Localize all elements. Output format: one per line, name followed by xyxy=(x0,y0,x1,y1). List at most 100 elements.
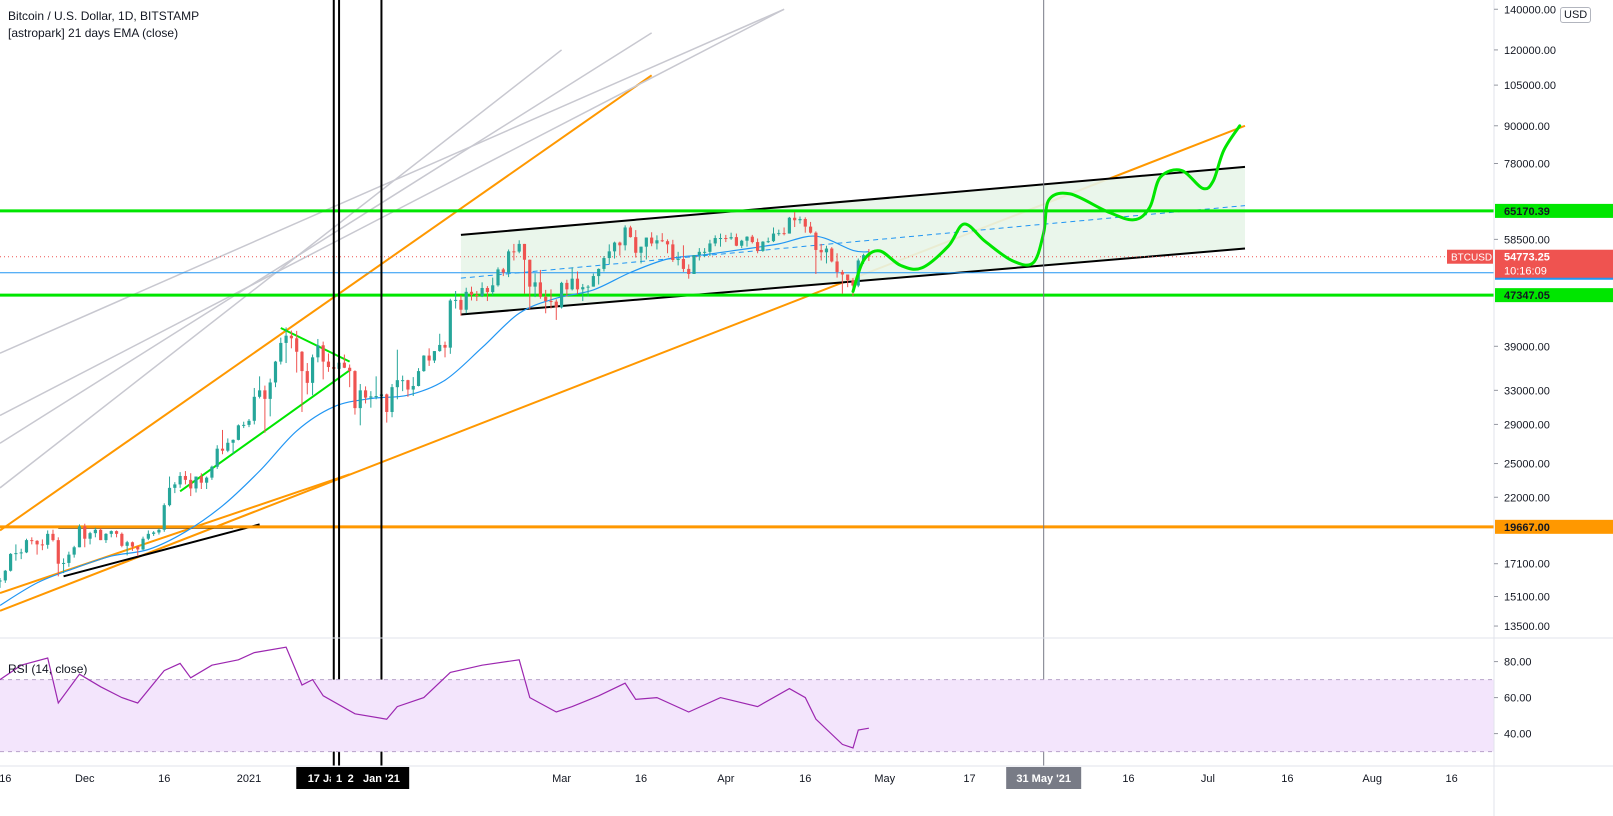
trendline-triangle-bottom xyxy=(63,523,260,578)
candle-body xyxy=(501,269,505,273)
candle-body xyxy=(703,251,707,253)
time-tick-label: 16 xyxy=(799,773,811,785)
rsi-tick-label: 40.00 xyxy=(1504,729,1532,741)
candle-body xyxy=(194,476,198,489)
candle-body xyxy=(819,249,823,253)
candle xyxy=(644,237,648,260)
candle xyxy=(581,283,585,302)
candle xyxy=(279,337,283,365)
candle xyxy=(639,246,643,264)
candle xyxy=(9,553,13,572)
projected-path xyxy=(851,124,1242,293)
candle xyxy=(258,376,262,399)
candle xyxy=(469,286,474,301)
candle xyxy=(3,569,7,583)
rsi-band xyxy=(0,679,1494,752)
candle-body xyxy=(544,296,548,302)
level-label-65170.39: 65170.39 xyxy=(1504,206,1550,218)
candle xyxy=(194,476,198,493)
candle xyxy=(803,217,807,233)
candle-body xyxy=(173,484,177,488)
candle xyxy=(512,243,516,261)
symbol-tag-bg xyxy=(1447,249,1493,264)
rsi-indicator-label[interactable]: RSI (14, close) xyxy=(8,662,88,676)
candle xyxy=(517,240,521,254)
candle-body xyxy=(581,287,585,290)
time-highlight-label: 31 May '21 xyxy=(1016,773,1071,785)
candle-body xyxy=(236,425,240,440)
candle xyxy=(575,271,580,295)
candle xyxy=(136,545,140,557)
candle-body xyxy=(634,237,638,253)
ema-indicator-label[interactable]: [astropark] 21 days EMA (close) xyxy=(8,26,179,40)
candle-body xyxy=(247,420,251,425)
time-tick-label: 16 xyxy=(0,773,11,785)
candle xyxy=(321,341,325,380)
price-pane xyxy=(0,8,1494,612)
candle xyxy=(30,537,34,545)
candle-body xyxy=(205,477,209,483)
candle xyxy=(660,233,664,243)
candle xyxy=(141,536,145,551)
candle xyxy=(830,247,834,263)
candle xyxy=(665,239,670,254)
candle xyxy=(628,225,633,238)
time-tick-label: 2021 xyxy=(237,773,261,785)
candle xyxy=(395,349,399,400)
candle xyxy=(46,530,50,549)
candle-body xyxy=(756,242,760,251)
candle xyxy=(183,471,188,485)
currency-button[interactable]: USD xyxy=(1560,7,1592,23)
candle-body xyxy=(522,243,527,260)
candle-body xyxy=(665,241,670,245)
candle-body xyxy=(533,282,537,287)
candle-body xyxy=(861,255,866,261)
candle-body xyxy=(300,351,304,372)
symbol-title[interactable]: Bitcoin / U.S. Dollar, 1D, BITSTAMP xyxy=(8,9,200,23)
candle-body xyxy=(220,448,225,451)
candle-body xyxy=(125,542,129,546)
candle xyxy=(411,377,415,396)
candle xyxy=(125,540,129,556)
candle xyxy=(226,438,230,453)
candle-body xyxy=(136,546,140,550)
candle-body xyxy=(432,351,437,361)
time-tick-label: 16 xyxy=(158,773,170,785)
candle xyxy=(650,232,654,247)
price-tick-label: 120000.00 xyxy=(1504,45,1556,57)
candle xyxy=(438,333,442,352)
candle-body xyxy=(496,269,500,286)
candle xyxy=(268,378,272,417)
candle-body xyxy=(591,276,595,287)
candle xyxy=(602,256,606,272)
candle xyxy=(247,419,251,428)
candle xyxy=(793,211,797,228)
candle xyxy=(607,244,611,265)
candle xyxy=(205,476,209,490)
price-tick-label: 39000.00 xyxy=(1504,341,1550,353)
candle-body xyxy=(226,442,230,451)
candle-body xyxy=(422,355,426,372)
candle xyxy=(316,338,320,363)
candle-body xyxy=(199,476,203,483)
candle xyxy=(464,287,468,314)
candle xyxy=(501,267,505,277)
candle xyxy=(19,548,23,560)
candle xyxy=(634,230,638,258)
time-tick-label: 16 xyxy=(1122,773,1134,785)
candle-body xyxy=(120,533,124,546)
candle-body xyxy=(671,244,675,260)
candle-body xyxy=(258,390,262,397)
level-label-65170.39-bg xyxy=(1495,203,1613,218)
candle-body xyxy=(771,233,776,242)
candle-body xyxy=(289,335,293,339)
candle-body xyxy=(607,251,611,259)
candle xyxy=(740,239,744,249)
candle xyxy=(61,558,66,574)
candle-body xyxy=(454,299,458,301)
candle xyxy=(787,216,791,234)
candle xyxy=(507,249,511,278)
time-highlight-label: 1 xyxy=(336,773,342,785)
